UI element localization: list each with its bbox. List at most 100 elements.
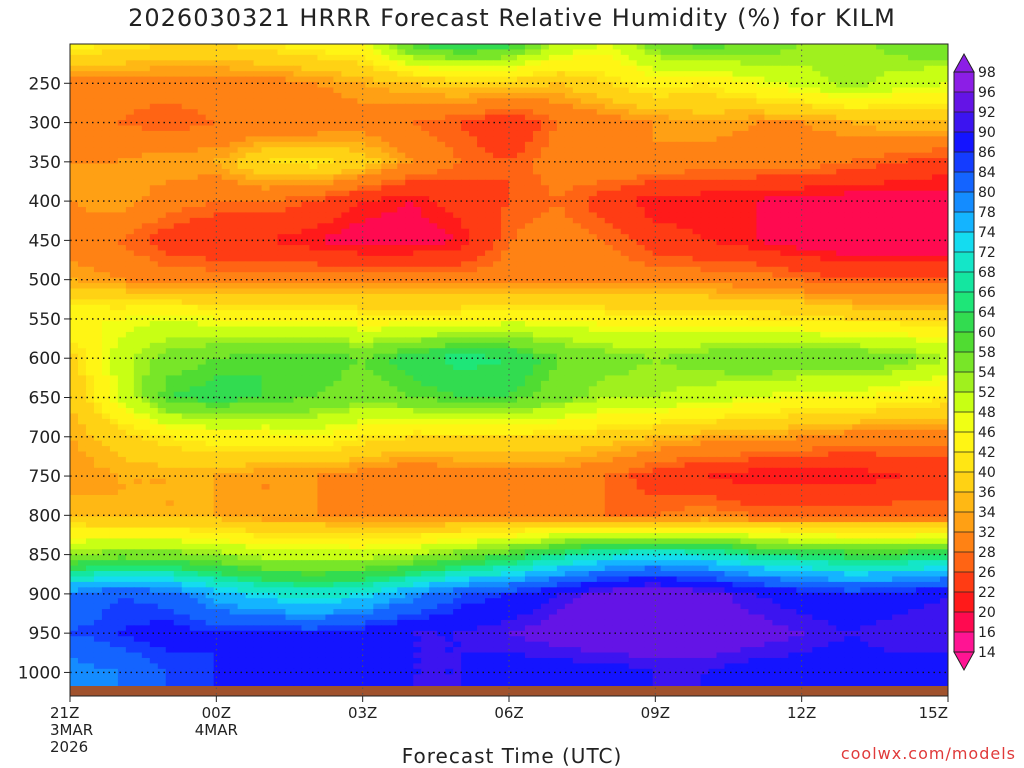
rh-cell xyxy=(740,44,749,50)
rh-cell xyxy=(796,98,805,104)
rh-cell xyxy=(246,115,255,121)
rh-cell xyxy=(286,71,295,77)
rh-cell xyxy=(764,202,773,208)
rh-cell xyxy=(581,66,590,72)
rh-cell xyxy=(174,142,183,148)
rh-cell xyxy=(900,169,909,175)
rh-cell xyxy=(732,272,741,278)
rh-cell xyxy=(709,49,718,55)
rh-cell xyxy=(373,250,382,256)
rh-cell xyxy=(884,126,893,132)
rh-cell xyxy=(230,180,239,186)
rh-cell xyxy=(892,49,901,55)
rh-cell xyxy=(613,185,622,191)
rh-cell xyxy=(645,229,654,235)
rh-cell xyxy=(788,60,797,66)
rh-cell xyxy=(908,115,917,121)
rh-cell xyxy=(349,202,358,208)
rh-cell xyxy=(557,136,566,142)
rh-cell xyxy=(373,142,382,148)
rh-cell xyxy=(541,218,550,224)
rh-cell xyxy=(717,261,726,267)
rh-cell xyxy=(669,272,678,278)
rh-cell xyxy=(573,115,582,121)
rh-cell xyxy=(293,87,302,93)
rh-cell xyxy=(222,202,231,208)
rh-cell xyxy=(142,223,151,229)
rh-cell xyxy=(493,234,502,240)
rh-cell xyxy=(501,212,510,218)
rh-cell xyxy=(605,142,614,148)
rh-cell xyxy=(469,158,478,164)
rh-cell xyxy=(493,71,502,77)
rh-cell xyxy=(796,191,805,197)
rh-cell xyxy=(110,229,119,235)
rh-cell xyxy=(214,66,223,72)
rh-cell xyxy=(541,153,550,159)
rh-cell xyxy=(222,66,231,72)
rh-cell xyxy=(509,218,518,224)
rh-cell xyxy=(421,229,430,235)
rh-cell xyxy=(685,245,694,251)
rh-cell xyxy=(804,87,813,93)
rh-cell xyxy=(836,131,845,137)
rh-cell xyxy=(230,142,239,148)
rh-cell xyxy=(357,93,366,99)
rh-cell xyxy=(525,218,534,224)
rh-cell xyxy=(198,164,207,170)
rh-cell xyxy=(701,147,710,153)
rh-cell xyxy=(278,283,287,289)
rh-cell xyxy=(286,126,295,132)
rh-cell xyxy=(230,278,239,284)
rh-cell xyxy=(597,71,606,77)
rh-cell xyxy=(653,49,662,55)
rh-cell xyxy=(812,180,821,186)
rh-cell xyxy=(469,77,478,83)
rh-cell xyxy=(469,202,478,208)
rh-cell xyxy=(804,272,813,278)
rh-cell xyxy=(174,71,183,77)
rh-cell xyxy=(509,142,518,148)
rh-cell xyxy=(780,98,789,104)
rh-cell xyxy=(653,71,662,77)
rh-cell xyxy=(709,240,718,246)
rh-cell xyxy=(238,87,247,93)
rh-cell xyxy=(916,109,925,115)
rh-cell xyxy=(717,87,726,93)
rh-cell xyxy=(158,283,167,289)
rh-cell xyxy=(477,44,486,50)
rh-cell xyxy=(788,278,797,284)
rh-cell xyxy=(788,261,797,267)
rh-cell xyxy=(126,267,135,273)
rh-cell xyxy=(557,142,566,148)
rh-cell xyxy=(852,202,861,208)
rh-cell xyxy=(613,44,622,50)
rh-cell xyxy=(349,261,358,267)
rh-cell xyxy=(317,158,326,164)
rh-cell xyxy=(118,245,127,251)
rh-cell xyxy=(581,136,590,142)
rh-cell xyxy=(270,164,279,170)
rh-cell xyxy=(525,223,534,229)
rh-cell xyxy=(357,126,366,132)
rh-cell xyxy=(597,229,606,235)
rh-cell xyxy=(222,191,231,197)
rh-cell xyxy=(118,49,127,55)
rh-cell xyxy=(278,272,287,278)
rh-cell xyxy=(717,191,726,197)
rh-cell xyxy=(645,153,654,159)
rh-cell xyxy=(709,229,718,235)
rh-cell xyxy=(325,93,334,99)
rh-cell xyxy=(254,245,263,251)
rh-cell xyxy=(605,71,614,77)
rh-cell xyxy=(365,136,374,142)
rh-cell xyxy=(246,212,255,218)
rh-cell xyxy=(214,245,223,251)
rh-cell xyxy=(381,256,390,262)
rh-cell xyxy=(262,164,271,170)
rh-cell xyxy=(868,212,877,218)
rh-cell xyxy=(533,142,542,148)
rh-cell xyxy=(533,49,542,55)
rh-cell xyxy=(709,104,718,110)
rh-cell xyxy=(788,207,797,213)
